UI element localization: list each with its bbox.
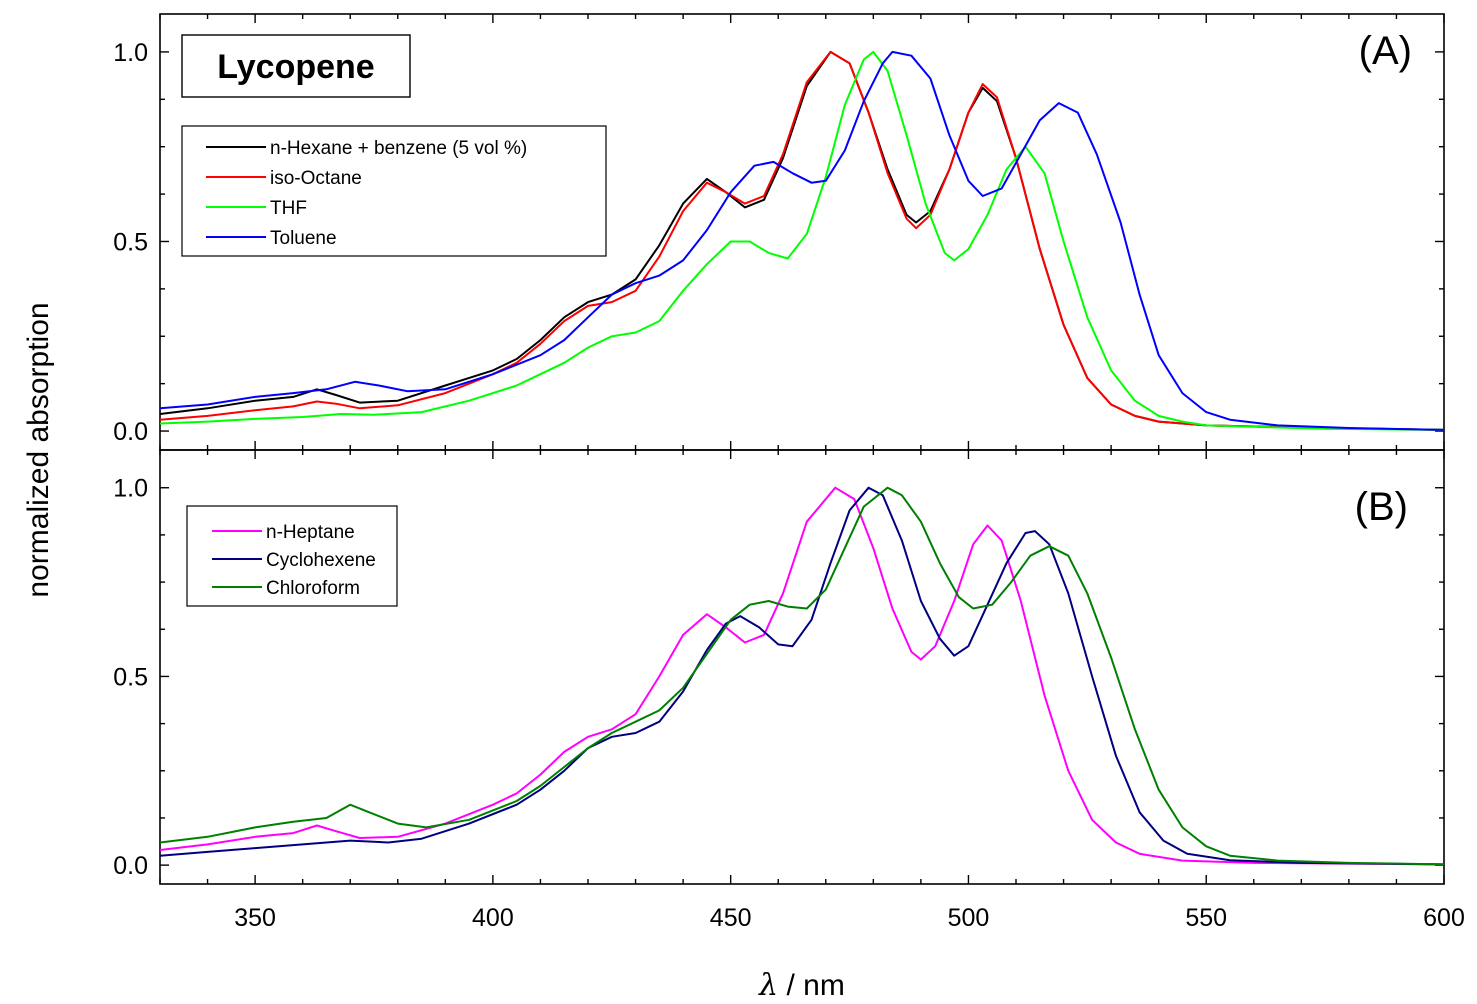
x-tick-label: 600 xyxy=(1423,904,1465,932)
title-box xyxy=(181,34,411,98)
series-line-n-heptane xyxy=(159,486,1445,866)
panel-b-y-tick-label: 1.0 xyxy=(113,475,148,503)
legend-label: Cyclohexene xyxy=(266,550,376,571)
x-tick-label: 400 xyxy=(472,904,514,932)
panel-a-y-tick-label: 0.5 xyxy=(113,228,148,256)
x-axis-symbol: λ xyxy=(758,968,778,1003)
legend-b-box xyxy=(186,505,398,607)
series-line-chloroform xyxy=(159,486,1445,866)
legend-label: THF xyxy=(270,198,307,219)
legend-label: n-Heptane xyxy=(266,522,355,543)
series-line-cyclohexene xyxy=(159,486,1445,866)
ticks-layer xyxy=(159,14,1445,884)
panel-a-y-tick-label: 1.0 xyxy=(113,39,148,67)
panel-a-y-tick-label: 0.0 xyxy=(113,418,148,446)
legend-label: n-Hexane + benzene (5 vol %) xyxy=(270,138,527,159)
chart-title: Lycopene xyxy=(217,48,374,86)
panel-b-y-tick-label: 0.5 xyxy=(113,663,148,691)
panel-b-y-tick-label: 0.0 xyxy=(113,852,148,880)
series-line-thf xyxy=(159,50,1445,431)
x-tick-label: 550 xyxy=(1185,904,1227,932)
legend-label: iso-Octane xyxy=(270,168,362,189)
x-tick-label: 500 xyxy=(948,904,990,932)
x-tick-label: 350 xyxy=(234,904,276,932)
x-axis-unit: / nm xyxy=(778,969,845,1002)
legend-label: Toluene xyxy=(270,228,337,249)
labels-layer: 0.0 0.5 1.0 0.0 0.5 1.0 350 400 450 500 550 600 xyxy=(113,39,1465,932)
series-line-toluene xyxy=(159,50,1445,431)
panel-b-frame xyxy=(159,449,1445,885)
legend-b xyxy=(186,505,398,607)
series-line-iso-octane xyxy=(159,50,1445,431)
x-axis-label: λ / nm xyxy=(758,968,845,1003)
legend-label: Chloroform xyxy=(266,578,360,599)
panel-a-label: (A) xyxy=(1359,29,1412,73)
series-layer xyxy=(159,50,1445,866)
y-axis-label: normalized absorption xyxy=(22,302,55,597)
x-tick-label: 450 xyxy=(710,904,752,932)
panel-b-label: (B) xyxy=(1355,485,1408,529)
legend-entries: n-Hexane + benzene (5 vol %) iso-Octane TH… xyxy=(206,138,527,599)
